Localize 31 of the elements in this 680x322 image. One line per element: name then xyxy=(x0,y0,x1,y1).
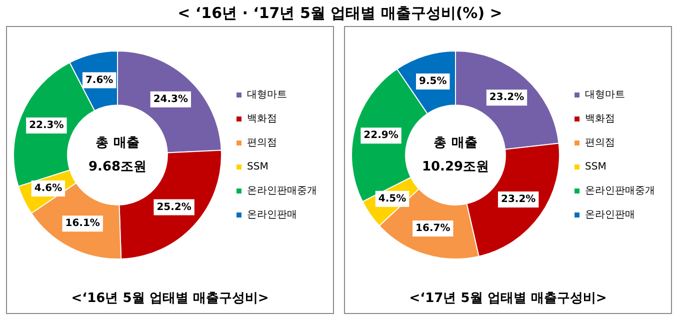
data-label: 24.3% xyxy=(153,94,188,105)
legend-label: SSM xyxy=(247,162,268,173)
text: 9.68조원 xyxy=(88,159,147,174)
chart-title: < ‘16년 · ‘17년 5월 업태별 매출구성비(%) > xyxy=(176,3,504,24)
data-label: 22.9% xyxy=(364,130,398,142)
legend-label: 편의점 xyxy=(247,138,277,149)
data-label: 22.3% xyxy=(29,120,64,132)
data-label: 7.6% xyxy=(85,74,114,86)
data-label: 16.7% xyxy=(416,223,450,234)
text: 10.29조원 xyxy=(422,159,490,174)
data-label: 4.6% xyxy=(34,183,62,194)
legend-label: 온라인판매 xyxy=(247,210,297,221)
text: 총 매출 xyxy=(96,135,140,150)
legend-label: 백화점 xyxy=(247,114,277,125)
legend-label: 온라인판매중개 xyxy=(247,186,317,197)
text: 총 매출 xyxy=(434,135,478,150)
data-label: 23.2% xyxy=(500,194,536,206)
legend-label: 대형마트 xyxy=(247,90,287,101)
legend-label: 대형마트 xyxy=(585,90,625,101)
legend-label: 온라인판매중개 xyxy=(585,186,655,197)
text: <‘17년 5월 업태별 매출구성비> xyxy=(408,290,608,307)
data-label: 23.2% xyxy=(489,92,524,104)
legend-label: 편의점 xyxy=(585,138,615,149)
data-label: 9.5% xyxy=(419,76,447,88)
data-label: 16.1% xyxy=(65,218,100,230)
legend-label: 백화점 xyxy=(585,114,615,125)
data-label: 4.5% xyxy=(378,193,406,204)
legend-label: SSM xyxy=(585,162,606,173)
text: <‘16년 5월 업태별 매출구성비> xyxy=(70,290,270,307)
legend-label: 온라인판매 xyxy=(585,210,635,221)
data-label: 25.2% xyxy=(156,202,192,213)
